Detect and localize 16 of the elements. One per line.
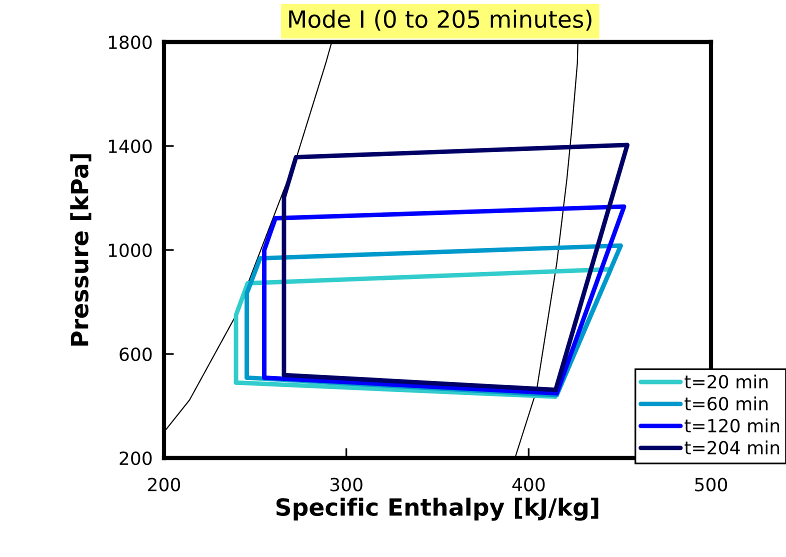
y-tick-label: 1800 xyxy=(108,35,152,50)
y-axis-title: Pressure [kPa] xyxy=(70,154,92,346)
legend-label: t=60 min xyxy=(684,396,768,411)
x-tick-label: 200 xyxy=(148,478,180,492)
legend-label: t=120 min xyxy=(684,418,780,433)
y-tick-label: 1000 xyxy=(108,243,152,258)
legend-label: t=20 min xyxy=(684,374,768,389)
y-tick-label: 600 xyxy=(120,347,152,362)
chart-title: Mode I (0 to 205 minutes) xyxy=(289,10,592,31)
legend-label: t=204 min xyxy=(684,440,780,455)
x-tick-label: 300 xyxy=(330,478,362,492)
x-tick-label: 500 xyxy=(695,478,728,492)
y-tick-label: 200 xyxy=(120,451,152,466)
y-tick-label: 1400 xyxy=(108,139,152,154)
x-axis-title: Specific Enthalpy [kJ/kg] xyxy=(276,498,598,521)
x-tick-label: 400 xyxy=(512,478,545,492)
